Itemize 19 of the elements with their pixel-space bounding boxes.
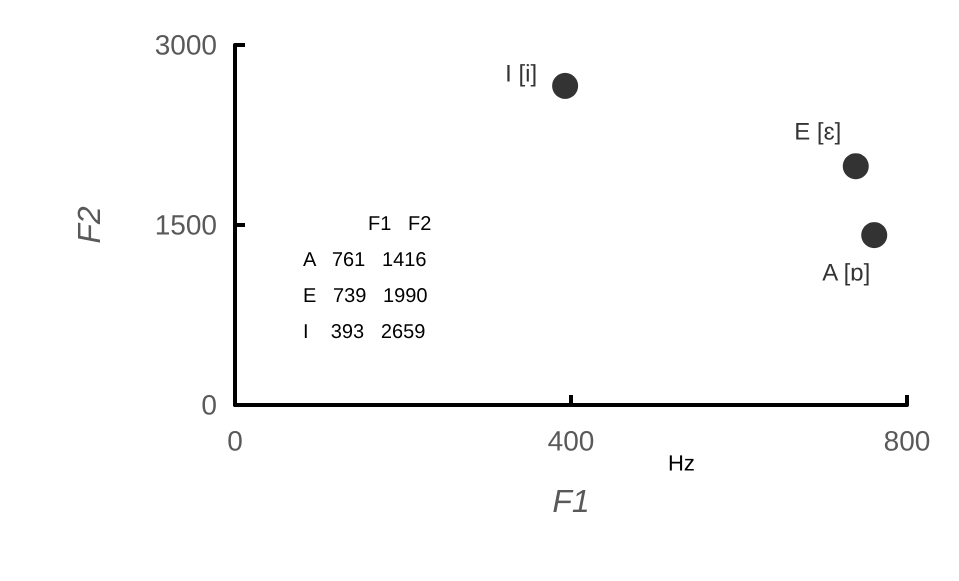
y-tick-label: 1500 — [154, 210, 217, 240]
y-tick-label: 0 — [201, 390, 217, 420]
y-axis-title: F2 — [71, 206, 107, 244]
x-tick-label: 800 — [884, 426, 930, 456]
x-tick-label: 400 — [548, 426, 594, 456]
x-tick-label: 0 — [227, 426, 243, 456]
text: Hz — [668, 450, 695, 476]
point — [861, 222, 888, 248]
y-tick-label: 3000 — [154, 30, 217, 60]
series-label: A [ɒ] — [822, 260, 870, 287]
x-axis-title: F1 — [552, 483, 590, 519]
annotation: E 739 1990 — [303, 285, 428, 307]
annotation: I 393 2659 — [303, 321, 426, 343]
point — [552, 72, 578, 99]
series-label: E [ɛ] — [794, 118, 842, 146]
series-label: I [i] — [505, 60, 538, 88]
point — [842, 153, 869, 180]
annotation: A 761 1416 — [303, 249, 426, 271]
annotation: F1 F2 — [368, 213, 432, 235]
